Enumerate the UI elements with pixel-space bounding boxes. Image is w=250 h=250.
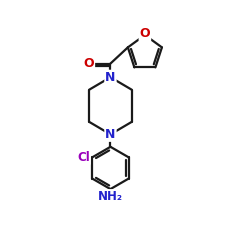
Text: NH₂: NH₂ bbox=[98, 190, 123, 203]
Text: N: N bbox=[105, 71, 116, 84]
Text: O: O bbox=[140, 27, 150, 40]
Text: N: N bbox=[105, 128, 116, 141]
Text: Cl: Cl bbox=[77, 151, 90, 164]
Text: O: O bbox=[84, 57, 94, 70]
